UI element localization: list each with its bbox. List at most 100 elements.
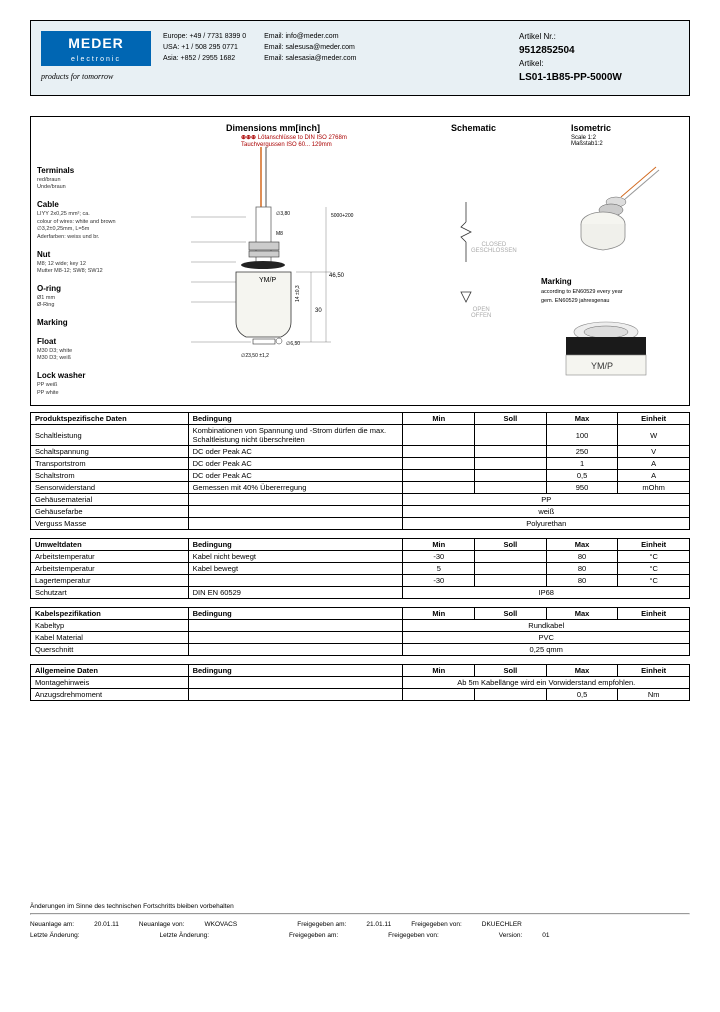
- article-name: LS01-1B85-PP-5000W: [519, 70, 679, 85]
- table-cell: 0,25 qmm: [403, 644, 690, 656]
- logo-block: MEDER electronic products for tomorrow: [41, 31, 151, 81]
- marking-drawing: YM/P: [551, 312, 661, 382]
- table-cell: Anzugsdrehmoment: [31, 689, 189, 701]
- table-header: Einheit: [618, 608, 690, 620]
- table-cell: DC oder Peak AC: [188, 470, 403, 482]
- svg-text:5000+200: 5000+200: [331, 213, 354, 219]
- table-cell: Montagehinweis: [31, 677, 189, 689]
- table-header: Min: [403, 665, 475, 677]
- table-cell: Kabeltyp: [31, 620, 189, 632]
- table-cell: Rundkabel: [403, 620, 690, 632]
- table-cell: 0,5: [546, 470, 618, 482]
- table-row: Lagertemperatur-3080°C: [31, 575, 690, 587]
- svg-text:∅3,80: ∅3,80: [276, 211, 290, 217]
- table-cell: -30: [403, 575, 475, 587]
- table-cell: Ab 5m Kabellänge wird ein Vorwiderstand …: [403, 677, 690, 689]
- table-cell: 250: [546, 446, 618, 458]
- svg-text:14 ±0,3: 14 ±0,3: [295, 285, 301, 302]
- table-header: Bedingung: [188, 539, 403, 551]
- table-cell: DC oder Peak AC: [188, 446, 403, 458]
- table-header: Min: [403, 413, 475, 425]
- table-cell: [188, 575, 403, 587]
- table-row: Montagehinweis Ab 5m Kabellänge wird ein …: [31, 677, 690, 689]
- table-cell: W: [618, 425, 690, 446]
- contact-phone-asia: Asia: +852 / 2955 1682: [163, 53, 246, 64]
- diagram-box: Dimensions mm[inch] ⊕⊕⊕ Lötanschlüsse to…: [30, 116, 690, 406]
- table-cell: weiß: [403, 506, 690, 518]
- isometric-title: Isometric: [571, 123, 611, 133]
- table-cell: Arbeitstemperatur: [31, 563, 189, 575]
- table-header: Bedingung: [188, 608, 403, 620]
- footer: Änderungen im Sinne des technischen Fort…: [30, 901, 690, 942]
- contact-phone-usa: USA: +1 / 508 295 0771: [163, 42, 246, 53]
- table-cell: [475, 458, 547, 470]
- article-block: Artikel Nr.: 9512852504 Artikel: LS01-1B…: [519, 31, 679, 85]
- table-cell: V: [618, 446, 690, 458]
- table-cell: PP: [403, 494, 690, 506]
- table-row: Gehäusefarbeweiß: [31, 506, 690, 518]
- table-cell: DC oder Peak AC: [188, 458, 403, 470]
- table-row: Verguss MassePolyurethan: [31, 518, 690, 530]
- table-header: Bedingung: [188, 413, 403, 425]
- table-cell: 950: [546, 482, 618, 494]
- table-cell: PVC: [403, 632, 690, 644]
- svg-text:YM/P: YM/P: [591, 361, 613, 371]
- table-cell: [475, 551, 547, 563]
- table-cell: Gemessen mit 40% Übererregung: [188, 482, 403, 494]
- svg-text:30: 30: [315, 308, 322, 314]
- table-cell: 80: [546, 551, 618, 563]
- table-cell: [475, 575, 547, 587]
- table-cell: [403, 458, 475, 470]
- table-cell: 100: [546, 425, 618, 446]
- table-header: Soll: [475, 608, 547, 620]
- table-cell: Transportstrom: [31, 458, 189, 470]
- table-header: Bedingung: [188, 665, 403, 677]
- table-header: Max: [546, 413, 618, 425]
- table-cell: °C: [618, 551, 690, 563]
- table-cell: [188, 632, 403, 644]
- table-header: Produktspezifische Daten: [31, 413, 189, 425]
- table-row: Anzugsdrehmoment0,5Nm: [31, 689, 690, 701]
- table-cell: [403, 425, 475, 446]
- table-row: SchaltstromDC oder Peak AC0,5A: [31, 470, 690, 482]
- table-cell: [475, 689, 547, 701]
- data-table: Produktspezifische DatenBedingungMinSoll…: [30, 412, 690, 530]
- isometric-subtitle: Scale 1:2 Maßstab1:2: [571, 135, 603, 147]
- contact-email-europe: Email: info@meder.com: [264, 31, 356, 42]
- contact-phone-europe: Europe: +49 / 7731 8399 0: [163, 31, 246, 42]
- table-header: Umweltdaten: [31, 539, 189, 551]
- table-header: Einheit: [618, 665, 690, 677]
- table-cell: A: [618, 458, 690, 470]
- table-row: SchaltleistungKombinationen von Spannung…: [31, 425, 690, 446]
- table-cell: Schaltstrom: [31, 470, 189, 482]
- table-cell: 5: [403, 563, 475, 575]
- table-cell: [188, 620, 403, 632]
- table-header: Einheit: [618, 413, 690, 425]
- table-cell: Polyurethan: [403, 518, 690, 530]
- article-label: Artikel:: [519, 58, 679, 70]
- table-cell: Kabel nicht bewegt: [188, 551, 403, 563]
- technical-drawing: YM/P 30 46,50 ∅3,80 M8 ∅6,50 ∅23,50 ±1,2…: [191, 147, 391, 397]
- table-cell: 0,5: [546, 689, 618, 701]
- table-header: Allgemeine Daten: [31, 665, 189, 677]
- table-cell: Sensorwiderstand: [31, 482, 189, 494]
- table-cell: 80: [546, 563, 618, 575]
- table-header: Soll: [475, 413, 547, 425]
- table-header: Kabelspezifikation: [31, 608, 189, 620]
- table-cell: Kombinationen von Spannung und -Strom dü…: [188, 425, 403, 446]
- table-cell: [403, 689, 475, 701]
- table-header: Max: [546, 665, 618, 677]
- isometric-drawing: [561, 162, 671, 262]
- table-row: SchutzartDIN EN 60529IP68: [31, 587, 690, 599]
- table-cell: [403, 470, 475, 482]
- table-cell: Lagertemperatur: [31, 575, 189, 587]
- table-row: ArbeitstemperaturKabel nicht bewegt-3080…: [31, 551, 690, 563]
- logo-sub: electronic: [41, 55, 151, 66]
- table-row: Kabeltyp Rundkabel: [31, 620, 690, 632]
- table-cell: Schaltspannung: [31, 446, 189, 458]
- table-cell: Arbeitstemperatur: [31, 551, 189, 563]
- article-nr: 9512852504: [519, 43, 679, 58]
- contact-email-asia: Email: salesasia@meder.com: [264, 53, 356, 64]
- table-cell: 1: [546, 458, 618, 470]
- table-cell: Kabel Material: [31, 632, 189, 644]
